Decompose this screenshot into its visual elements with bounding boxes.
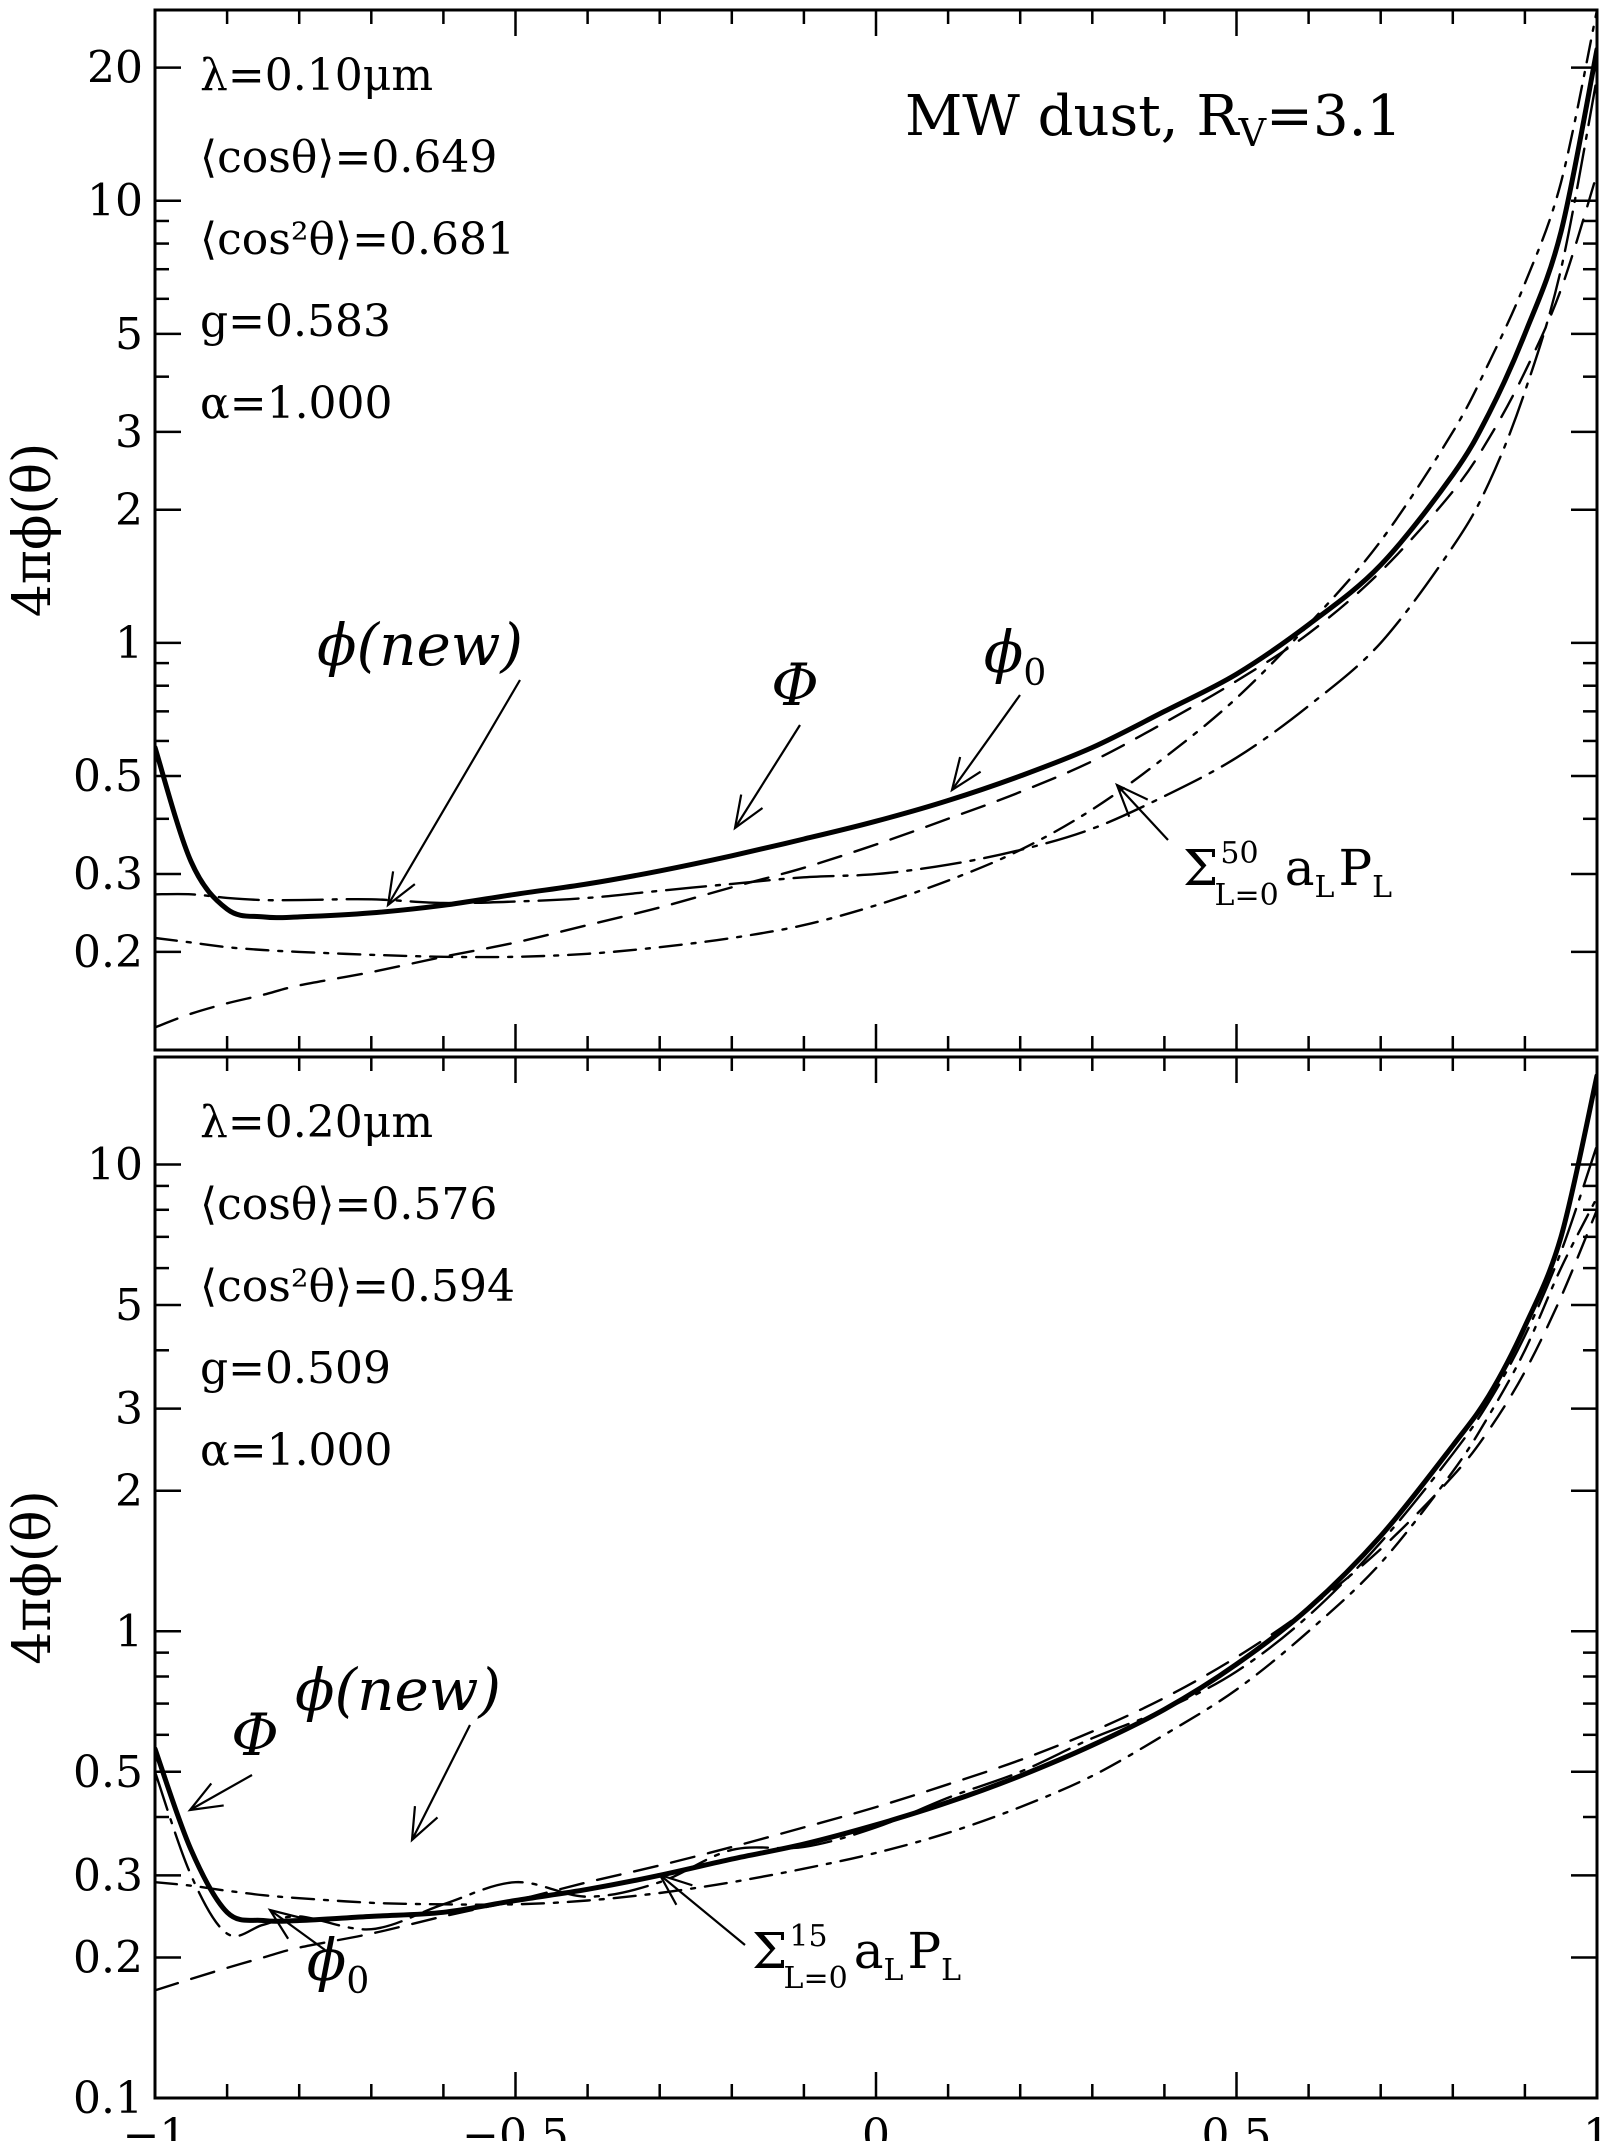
- panel-bottom: 0.10.20.30.5123510−1−0.500.514πϕ(θ)cosθλ…: [3, 1055, 1611, 2146]
- series-line-Phi: [155, 46, 1597, 921]
- annotation-label-legendre: Σ15 L=0 aLPL: [752, 1919, 961, 1996]
- annotation-arrow-legendre: [659, 1874, 746, 1946]
- annotation-label-legendre: Σ50 L=0 aLPL: [1183, 836, 1392, 913]
- y-axis-title: 4πϕ(θ): [3, 1490, 63, 1665]
- stat-line: λ=0.10μm: [200, 50, 433, 101]
- stat-line: ⟨cos²θ⟩=0.681: [200, 214, 515, 265]
- y-tick-label: 0.3: [73, 849, 143, 900]
- y-tick-label: 1: [115, 1606, 143, 1657]
- series-line-Phi: [155, 1073, 1597, 1924]
- annotation-arrow-phi_new: [411, 1724, 471, 1841]
- y-axis-title: 4πϕ(θ): [3, 443, 63, 618]
- stat-line: g=0.583: [200, 296, 391, 347]
- y-tick-label: 0.1: [73, 2073, 143, 2124]
- stat-line: α=1.000: [200, 378, 393, 429]
- y-tick-label: 0.5: [73, 751, 143, 802]
- y-tick-label: 0.2: [73, 1933, 143, 1984]
- y-ticks: 0.2 0.3 0.5 1 2 3 5 10 20: [73, 43, 1597, 978]
- series-line-phi0: [155, 1208, 1597, 1992]
- annotation-arrowhead: [950, 756, 982, 793]
- series-line-phi_new: [155, 10, 1597, 959]
- stat-line: ⟨cosθ⟩=0.576: [200, 1179, 497, 1230]
- x-tick-label: −0.5: [462, 2110, 569, 2141]
- annotation-arrowhead: [410, 1806, 439, 1843]
- annotation-arrowhead: [657, 1873, 693, 1906]
- stat-line: ⟨cosθ⟩=0.649: [200, 132, 497, 183]
- stats-block: λ=0.20μm ⟨cosθ⟩=0.576 ⟨cos²θ⟩=0.594 g=0.509…: [200, 1097, 515, 1476]
- y-tick-label: 0.2: [73, 927, 143, 978]
- stat-line: ⟨cos²θ⟩=0.594: [200, 1261, 515, 1312]
- x-tick-label: 1: [1583, 2110, 1611, 2141]
- stat-line: λ=0.20μm: [200, 1097, 433, 1148]
- series-group: [155, 10, 1597, 1029]
- y-tick-label: 20: [87, 43, 143, 94]
- series-line-phi0: [155, 172, 1597, 1029]
- series-line-phi_new: [155, 1196, 1597, 1906]
- annotation-arrowhead: [386, 871, 416, 908]
- y-tick-label: 0.5: [73, 1747, 143, 1798]
- annotation-arrow-legendre: [1116, 784, 1169, 841]
- y-tick-label: 2: [115, 485, 143, 536]
- y-tick-label: 10: [87, 176, 143, 227]
- annotation-label-phi_new: ϕ(new): [295, 1656, 501, 1724]
- annotation-label-phi0: ϕ0: [307, 1926, 369, 2002]
- annotation-arrowhead: [1114, 782, 1149, 818]
- y-tick-label: 5: [115, 309, 143, 360]
- y-ticks: 0.1 0.2 0.3 0.5 1 2 3 5 10: [73, 1140, 1597, 2124]
- y-tick-label: 1: [115, 618, 143, 669]
- annotation-label-Phi: Φ: [771, 651, 819, 719]
- annotation-label-Phi: Φ: [231, 1701, 279, 1769]
- stat-line: g=0.509: [200, 1343, 391, 1394]
- x-tick-label: 0.5: [1202, 2110, 1272, 2141]
- panel-top: 0.2 0.3 0.5 1 2 3 5 10 20 4πϕ(θ) λ=0.10μm ⟨cosθ⟩=0.…: [3, 8, 1599, 1052]
- series-line-legendre: [155, 1144, 1597, 1938]
- series-group: [155, 1073, 1597, 1992]
- annotation-arrowhead: [187, 1782, 224, 1812]
- y-tick-label: 10: [87, 1140, 143, 1191]
- annotation-arrow-phi_new: [387, 679, 521, 906]
- annotation-arrow-Phi: [734, 724, 801, 829]
- series-line-legendre: [155, 76, 1597, 905]
- annotation-arrow-phi0: [269, 1909, 326, 1951]
- annotation-arrow-phi0: [951, 694, 1021, 791]
- y-tick-label: 3: [115, 1384, 143, 1435]
- annotation-arrowhead: [733, 794, 764, 831]
- annotation-arrow-Phi: [189, 1774, 253, 1811]
- stat-line: α=1.000: [200, 1425, 393, 1476]
- annotation-label-phi_new: ϕ(new): [317, 611, 523, 679]
- y-tick-label: 2: [115, 1466, 143, 1517]
- chart-title: MW dust, RV=3.1: [905, 84, 1402, 155]
- y-tick-label: 0.3: [73, 1850, 143, 1901]
- stats-block: λ=0.10μm ⟨cosθ⟩=0.649 ⟨cos²θ⟩=0.681 g=0.583…: [200, 50, 515, 429]
- annotation-arrowhead: [267, 1908, 304, 1940]
- x-ticks: [153, 10, 1599, 1050]
- annotation-label-phi0: ϕ0: [984, 618, 1046, 694]
- y-tick-label: 3: [115, 407, 143, 458]
- annotations: Φϕ(new) ϕ0 Σ15 L=0 aLPL: [187, 1656, 961, 2002]
- annotations: ϕ(new) Φ ϕ0 Σ50 L=0 aLPL: [317, 611, 1392, 913]
- x-tick-label: 0: [862, 2110, 890, 2141]
- x-ticks: [153, 1057, 1599, 2098]
- x-tick-label: −1: [123, 2110, 188, 2141]
- y-tick-label: 5: [115, 1280, 143, 1331]
